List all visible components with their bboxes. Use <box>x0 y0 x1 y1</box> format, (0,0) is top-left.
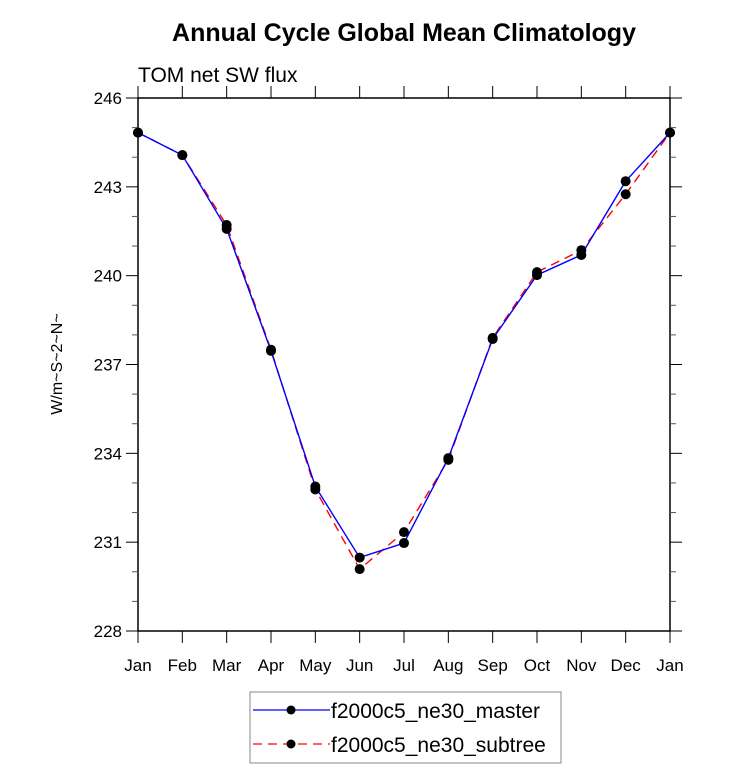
y-tick-label: 228 <box>94 622 122 641</box>
y-axis-label: W/m~S~2~N~ <box>49 313 66 414</box>
data-point-f2000c5_ne30_subtree <box>177 150 188 161</box>
data-point-f2000c5_ne30_subtree <box>443 454 454 465</box>
x-tick-label: May <box>299 656 332 675</box>
x-tick-label: Dec <box>611 656 642 675</box>
x-tick-label: Sep <box>478 656 508 675</box>
y-tick-label: 234 <box>94 444 122 463</box>
x-tick-label: Feb <box>168 656 197 675</box>
data-point-f2000c5_ne30_subtree <box>310 484 321 495</box>
x-tick-label: Apr <box>258 656 285 675</box>
x-tick-label: Aug <box>433 656 463 675</box>
legend-label-subtree: f2000c5_ne30_subtree <box>331 734 546 757</box>
axes: Jan Feb Mar Apr May Jun Jul Aug Sep Oct Nov Dec Jan2… <box>94 86 684 675</box>
legend-box <box>249 691 562 764</box>
x-tick-label: Oct <box>524 656 551 675</box>
data-point-f2000c5_ne30_subtree <box>133 127 143 138</box>
data-point-f2000c5_ne30_master <box>399 538 409 549</box>
x-tick-label: Jul <box>393 656 415 675</box>
series-line-f2000c5_ne30_master <box>137 132 671 559</box>
x-tick-label: Jun <box>346 656 373 675</box>
series-line-f2000c5_ne30_subtree <box>137 132 671 571</box>
series-layer <box>133 127 675 575</box>
chart-subtitle: TOM net SW flux <box>138 64 298 87</box>
data-point-f2000c5_ne30_subtree <box>532 267 542 278</box>
data-point-f2000c5_ne30_master <box>354 552 365 563</box>
y-tick-label: 231 <box>94 533 122 552</box>
chart-title: Annual Cycle Global Mean Climatology <box>172 19 636 47</box>
data-point-f2000c5_ne30_subtree <box>266 344 276 355</box>
data-point-f2000c5_ne30_subtree <box>576 245 587 256</box>
data-point-f2000c5_ne30_subtree <box>354 564 365 575</box>
data-point-f2000c5_ne30_subtree <box>487 332 498 343</box>
legend: f2000c5_ne30_master f2000c5_ne30_subtree <box>249 691 562 764</box>
x-tick-label: Mar <box>212 656 242 675</box>
y-tick-label: 243 <box>94 178 122 197</box>
data-point-f2000c5_ne30_subtree <box>221 220 232 231</box>
y-tick-label: 237 <box>94 356 122 375</box>
legend-label-master: f2000c5_ne30_master <box>331 700 540 723</box>
x-tick-label: Jan <box>124 656 151 675</box>
data-point-f2000c5_ne30_subtree <box>399 527 409 538</box>
x-tick-label: Nov <box>566 656 597 675</box>
y-tick-label: 240 <box>94 267 122 286</box>
y-tick-label: 246 <box>94 89 122 108</box>
x-tick-label: Jan <box>656 656 683 675</box>
plot-frame <box>137 97 671 632</box>
data-point-f2000c5_ne30_master <box>620 176 631 187</box>
data-point-f2000c5_ne30_subtree <box>665 127 675 138</box>
legend-marker-subtree <box>286 739 296 749</box>
legend-marker-master <box>286 705 296 715</box>
data-point-f2000c5_ne30_subtree <box>620 189 631 200</box>
